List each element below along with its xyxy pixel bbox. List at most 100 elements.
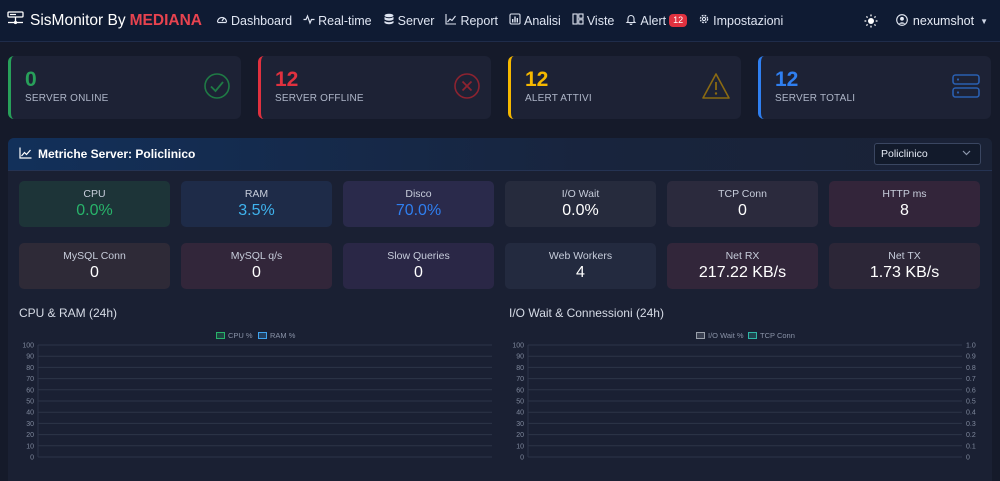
metric-value: 70.0% <box>395 202 442 219</box>
metric-value: 0 <box>414 264 423 281</box>
y2-tick-label: 0.6 <box>966 387 976 394</box>
metric-label: I/O Wait <box>561 188 600 200</box>
nav-label: Report <box>460 13 498 28</box>
y-tick-label: 0 <box>30 455 34 462</box>
y-tick-label: 100 <box>22 343 34 350</box>
chevron-down-icon <box>961 147 972 161</box>
metric-label: Net TX <box>888 250 921 262</box>
panel-title: Metriche Server: Policlinico <box>19 147 195 162</box>
y2-tick-label: 0.5 <box>966 399 976 406</box>
navbar-right: nexumshot ▼ <box>864 0 1000 42</box>
navbar: SisMonitor By MEDIANA Dashboard Real-tim… <box>0 0 1000 42</box>
nav-realtime[interactable]: Real-time <box>303 13 372 28</box>
graph-icon <box>445 13 460 28</box>
nav-alert[interactable]: Alert 12 <box>625 13 688 28</box>
y2-tick-label: 0 <box>966 455 970 462</box>
metric-tile-net-rx: Net RX 217.22 KB/s <box>667 243 818 289</box>
y-tick-label: 100 <box>512 343 524 350</box>
stat-value: 0 <box>25 68 37 91</box>
metric-value: 0.0% <box>76 202 113 219</box>
y2-tick-label: 1.0 <box>966 343 976 350</box>
database-icon <box>383 13 398 28</box>
y2-tick-label: 0.4 <box>966 410 976 417</box>
legend-label: I/O Wait % <box>708 331 744 340</box>
metric-value: 0 <box>90 264 99 281</box>
metric-label: RAM <box>244 188 269 200</box>
theme-toggle-sun-icon[interactable] <box>864 14 878 28</box>
nav-label: Server <box>397 13 435 28</box>
metric-value: 4 <box>576 264 585 281</box>
nav-label: Analisi <box>523 13 561 28</box>
stat-card-server-online: 0 SERVER ONLINE <box>8 56 241 119</box>
metric-label: Web Workers <box>548 250 613 262</box>
y-tick-label: 80 <box>26 365 34 372</box>
stat-card-alert-attivi: 12 ALERT ATTIVI <box>508 56 741 119</box>
y-tick-label: 20 <box>26 432 34 439</box>
stat-label: ALERT ATTIVI <box>525 93 592 104</box>
gauge-icon <box>216 13 231 28</box>
stat-value: 12 <box>275 68 299 91</box>
brand[interactable]: SisMonitor By MEDIANA <box>7 11 202 30</box>
nav-viste[interactable]: Viste <box>572 13 614 28</box>
legend-item-ram[interactable]: RAM % <box>258 331 295 340</box>
nav-label: Impostazioni <box>713 13 784 28</box>
stat-card-server-totali: 12 SERVER TOTALI <box>758 56 991 119</box>
nav-report[interactable]: Report <box>445 13 498 28</box>
alert-count-badge: 12 <box>669 14 688 27</box>
metric-value: 217.22 KB/s <box>698 264 787 281</box>
y2-tick-label: 0.1 <box>966 443 976 450</box>
y-tick-label: 60 <box>516 387 524 394</box>
check-circle-icon <box>203 72 231 105</box>
panel-title-text: Metriche Server: Policlinico <box>38 147 196 161</box>
y-tick-label: 10 <box>516 443 524 450</box>
bell-icon <box>625 13 640 28</box>
stat-label: SERVER TOTALI <box>775 93 856 104</box>
metric-tile-slow-queries: Slow Queries 0 <box>343 243 494 289</box>
brand-name: SisMonitor By <box>30 11 126 29</box>
stat-label: SERVER ONLINE <box>25 93 109 104</box>
server-icon <box>951 72 981 105</box>
y-tick-label: 70 <box>26 376 34 383</box>
legend-swatch <box>258 332 267 339</box>
chart-title-cpu-ram: CPU & RAM (24h) <box>19 306 118 320</box>
metric-tile-mysql-q-s: MySQL q/s 0 <box>181 243 332 289</box>
metric-tile-disco: Disco 70.0% <box>343 181 494 227</box>
stat-value: 12 <box>775 68 799 91</box>
nav-server[interactable]: Server <box>383 13 435 28</box>
nav-dashboard[interactable]: Dashboard <box>216 13 292 28</box>
legend-label: CPU % <box>228 331 253 340</box>
legend-swatch <box>748 332 757 339</box>
metric-value: 0 <box>738 202 747 219</box>
nav-analisi[interactable]: Analisi <box>509 13 561 28</box>
legend-item-tcp-conn[interactable]: TCP Conn <box>748 331 795 340</box>
y-tick-label: 30 <box>516 421 524 428</box>
nav-label: Alert <box>640 13 667 28</box>
metric-tile-i-o-wait: I/O Wait 0.0% <box>505 181 656 227</box>
legend-swatch <box>696 332 705 339</box>
y-tick-label: 30 <box>26 421 34 428</box>
y-tick-label: 70 <box>516 376 524 383</box>
legend-label: RAM % <box>270 331 296 340</box>
metric-tile-web-workers: Web Workers 4 <box>505 243 656 289</box>
y-tick-label: 10 <box>26 443 34 450</box>
y-tick-label: 80 <box>516 365 524 372</box>
pulse-icon <box>303 13 318 28</box>
nav-impostazioni[interactable]: Impostazioni <box>698 13 783 28</box>
y2-tick-label: 0.7 <box>966 376 976 383</box>
line-chart-icon <box>19 147 38 162</box>
server-select[interactable]: Policlinico <box>874 143 981 165</box>
stat-value: 12 <box>525 68 549 91</box>
layout-icon <box>572 13 587 28</box>
user-circle-icon <box>896 13 913 29</box>
y-tick-label: 40 <box>516 410 524 417</box>
legend-item-io-wait[interactable]: I/O Wait % <box>696 331 744 340</box>
legend-item-cpu[interactable]: CPU % <box>216 331 253 340</box>
y-tick-label: 60 <box>26 387 34 394</box>
gear-icon <box>698 13 713 28</box>
user-menu[interactable]: nexumshot ▼ <box>896 13 988 29</box>
username: nexumshot <box>912 14 975 28</box>
bar-chart-icon <box>509 13 524 28</box>
metric-value: 0 <box>252 264 261 281</box>
warning-icon <box>701 72 731 105</box>
